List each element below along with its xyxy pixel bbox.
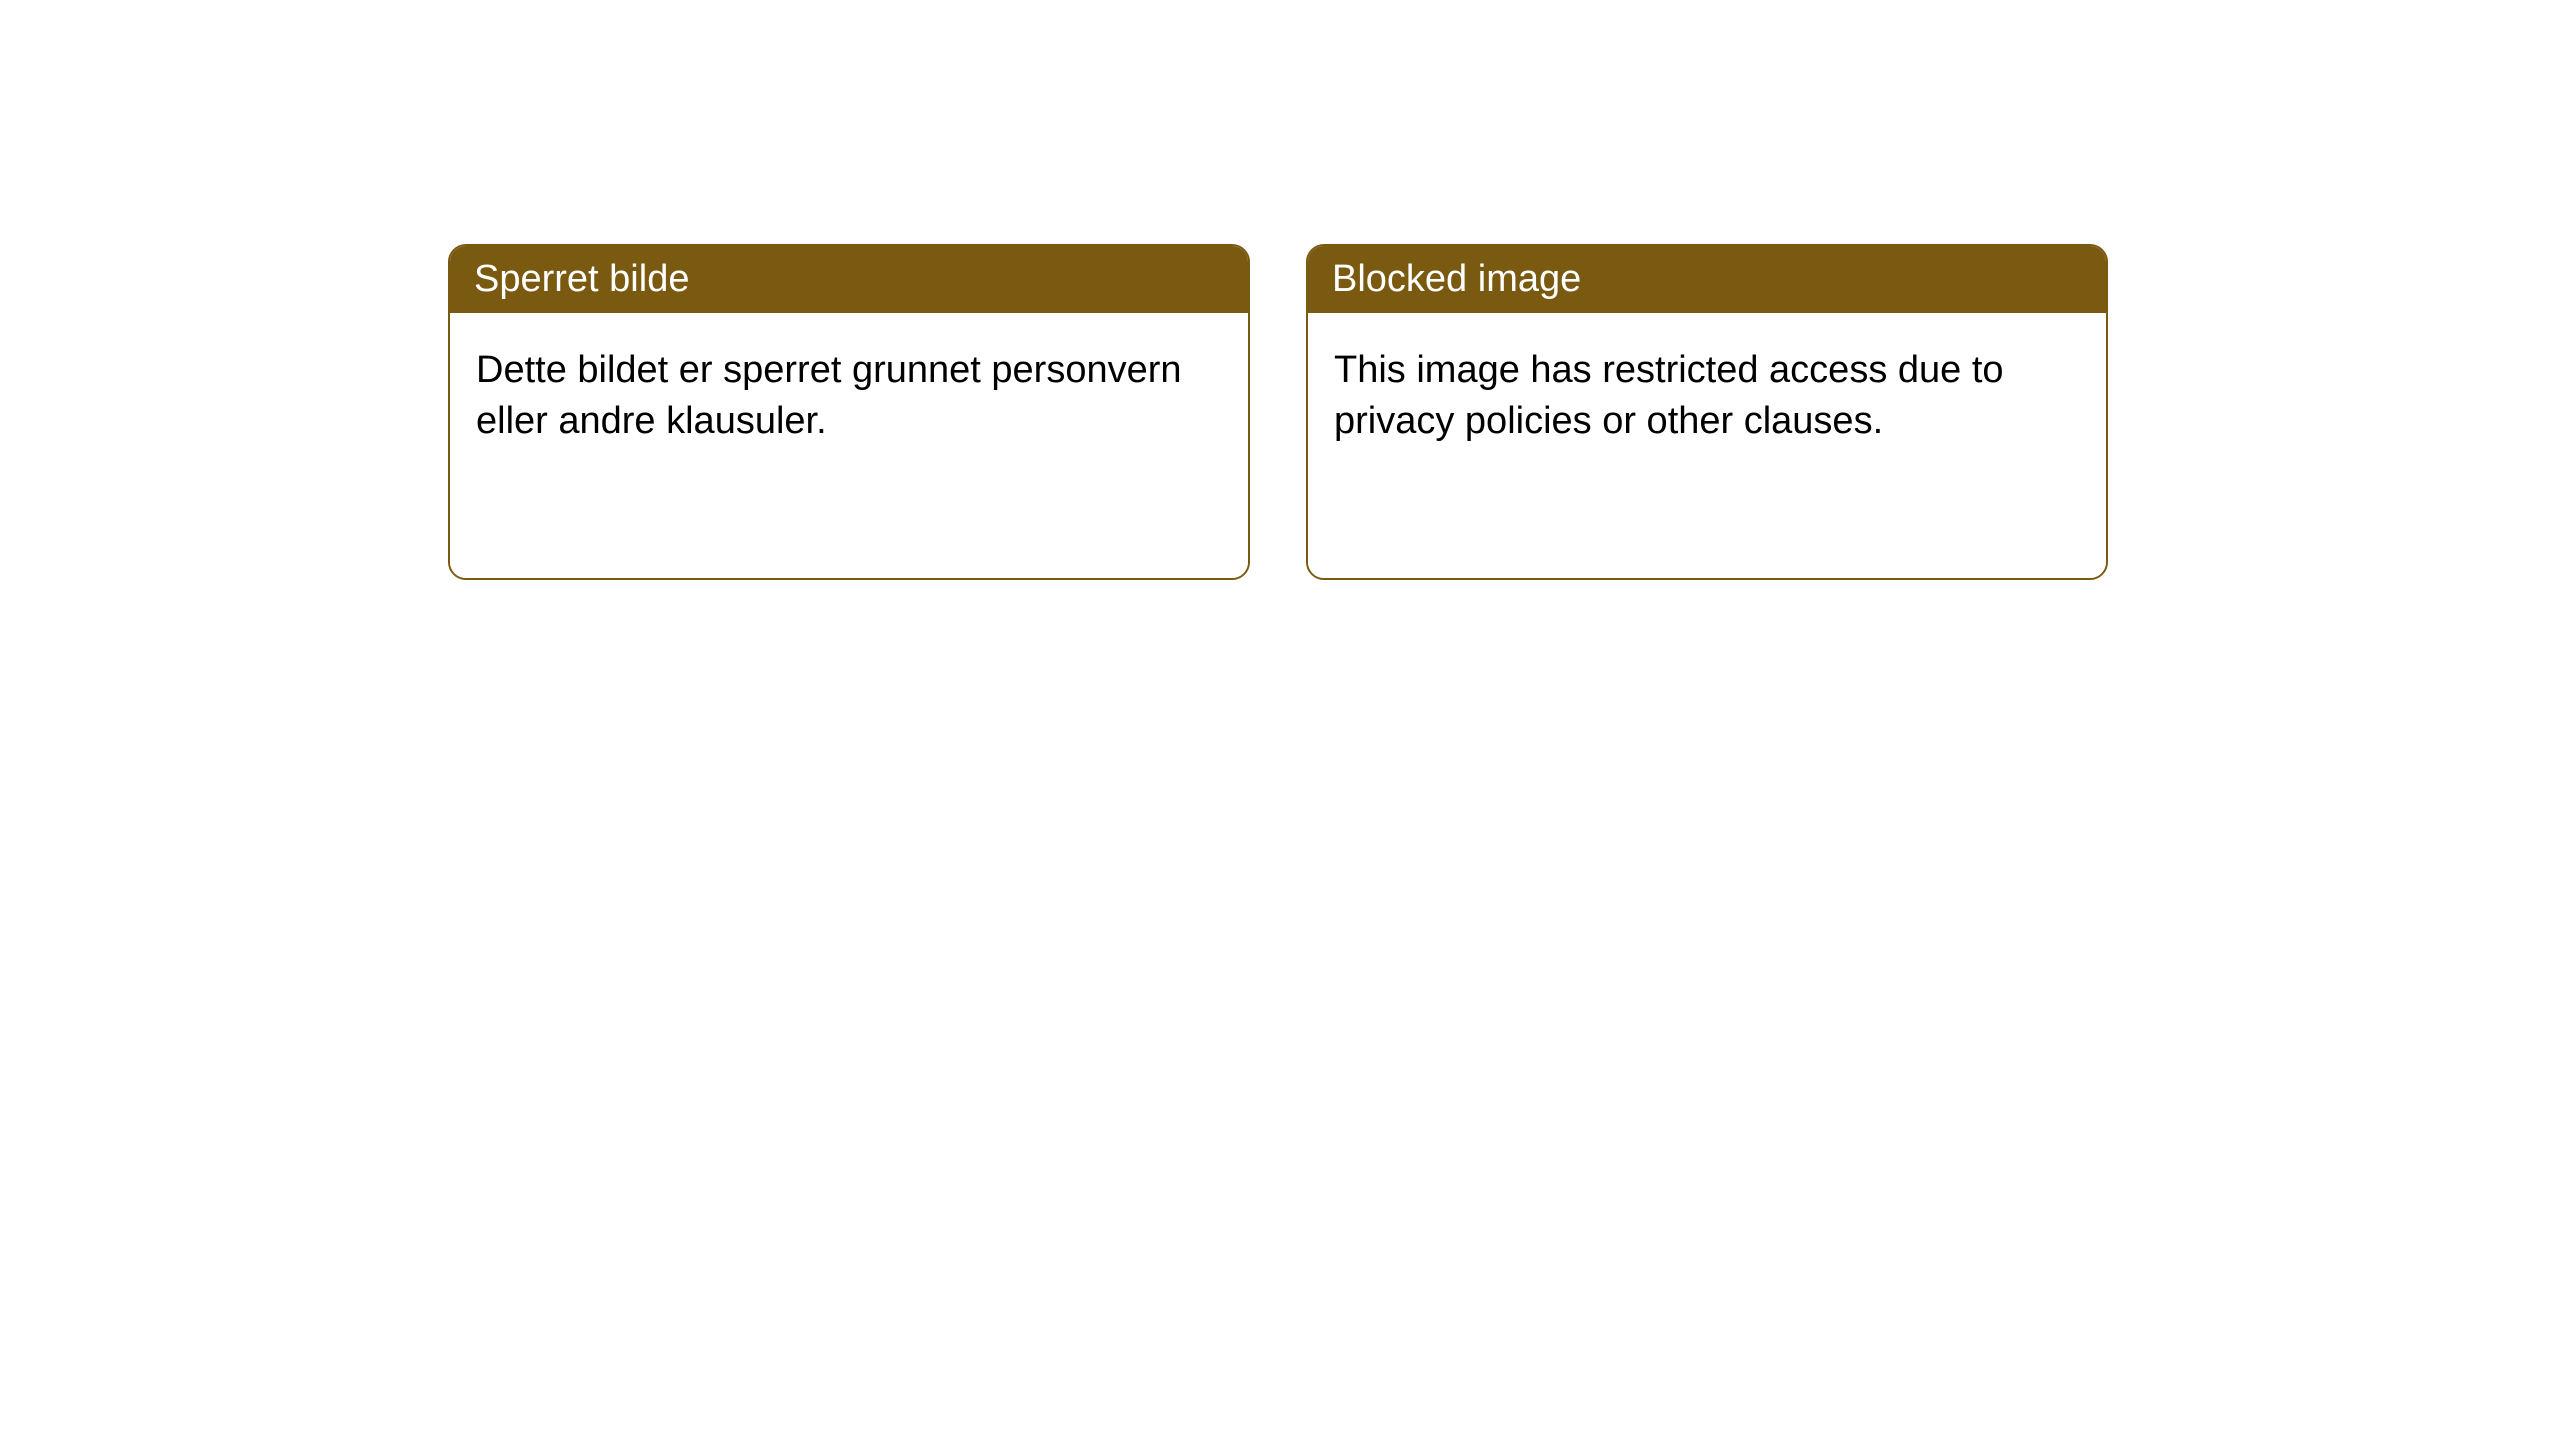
- notice-card-text-no: Dette bildet er sperret grunnet personve…: [476, 345, 1222, 448]
- notice-card-body-no: Dette bildet er sperret grunnet personve…: [450, 313, 1248, 578]
- notice-cards-row: Sperret bilde Dette bildet er sperret gr…: [0, 0, 2560, 580]
- notice-card-body-en: This image has restricted access due to …: [1308, 313, 2106, 578]
- notice-card-no: Sperret bilde Dette bildet er sperret gr…: [448, 244, 1250, 580]
- notice-card-title-no: Sperret bilde: [450, 246, 1248, 313]
- notice-card-text-en: This image has restricted access due to …: [1334, 345, 2080, 448]
- notice-card-title-en: Blocked image: [1308, 246, 2106, 313]
- notice-card-en: Blocked image This image has restricted …: [1306, 244, 2108, 580]
